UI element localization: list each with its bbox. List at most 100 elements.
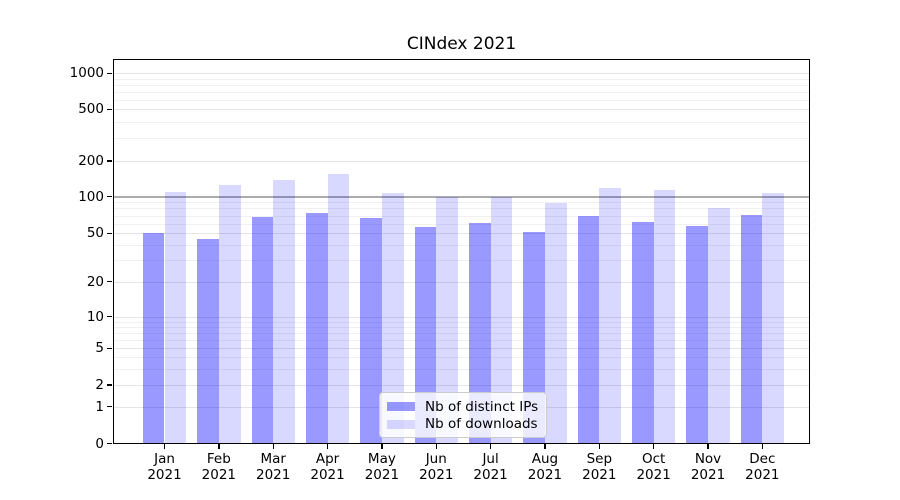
gridline-minor (113, 208, 810, 210)
bar-distinct-ips (468, 222, 491, 444)
legend-swatch-distinct-ips-icon (387, 402, 415, 412)
gridline-major (113, 316, 810, 318)
bar-distinct-ips (142, 233, 165, 444)
gridline-minor (113, 121, 810, 123)
gridline-major (113, 109, 810, 111)
x-tick-mark (381, 443, 383, 449)
gridline-reference-100 (113, 196, 810, 198)
gridline-minor (113, 332, 810, 334)
legend-label-distinct-ips: Nb of distinct IPs (425, 398, 539, 415)
x-tick-mark (652, 443, 655, 449)
plot-area (113, 59, 810, 444)
y-tick-mark (107, 108, 112, 110)
bar-distinct-ips (740, 214, 763, 444)
y-tick-mark (107, 160, 112, 162)
gridline-minor (113, 368, 810, 370)
bar-downloads (273, 180, 295, 444)
bar-downloads (544, 203, 567, 444)
x-tick-mark (326, 443, 329, 449)
gridline-minor (113, 321, 810, 323)
x-tick-label: Aug 2021 (527, 451, 563, 483)
y-tick-label: 1 (95, 398, 104, 415)
y-tick-label: 500 (78, 101, 104, 118)
bar-distinct-ips (414, 227, 437, 444)
bar-downloads (599, 188, 621, 444)
gridline-minor (113, 223, 810, 225)
gridline-major (113, 233, 810, 235)
y-tick-mark (107, 281, 112, 283)
gridline-minor (113, 91, 810, 93)
y-tick-label: 200 (78, 153, 104, 169)
bar-downloads (762, 193, 785, 444)
x-tick-label: Mar 2021 (256, 451, 291, 483)
x-tick-mark (544, 443, 546, 449)
x-tick-label: Feb 2021 (201, 451, 237, 483)
y-tick-mark (107, 406, 112, 408)
y-tick-mark (107, 316, 112, 318)
x-tick-label: Sep 2021 (582, 451, 617, 483)
x-tick-label: May 2021 (364, 451, 400, 483)
y-tick-mark (107, 442, 112, 445)
bar-distinct-ips (251, 217, 274, 444)
gridline-major (113, 161, 810, 162)
bar-distinct-ips (523, 232, 545, 444)
gridline-major (113, 348, 810, 350)
bar-downloads (164, 191, 187, 444)
bar-distinct-ips (305, 212, 328, 444)
y-tick-mark (107, 72, 112, 74)
gridline-minor (113, 326, 810, 328)
y-tick-mark (107, 232, 112, 234)
bar-downloads (436, 196, 458, 444)
x-tick-label: Jul 2021 (473, 451, 508, 483)
legend-item-downloads: Nb of downloads (387, 416, 538, 434)
x-tick-label: Jan 2021 (147, 451, 182, 483)
x-tick-mark (598, 443, 600, 449)
x-tick-mark (707, 443, 709, 449)
x-tick-mark (218, 443, 220, 449)
bar-downloads (327, 174, 350, 444)
y-tick-label: 0 (95, 435, 104, 452)
bar-distinct-ips (197, 238, 219, 444)
legend-swatch-downloads-icon (387, 419, 415, 429)
bar-distinct-ips (631, 221, 654, 444)
bar-distinct-ips (360, 217, 382, 444)
y-tick-mark (107, 347, 112, 349)
bar-downloads (653, 189, 676, 444)
y-tick-mark (107, 384, 112, 386)
gridline-major (113, 281, 810, 283)
gridline-minor (113, 99, 810, 101)
bar-downloads (218, 184, 241, 444)
y-tick-label: 10 (86, 308, 104, 325)
chart-title: CINdex 2021 (406, 34, 517, 54)
y-tick-label: 1000 (69, 65, 104, 82)
x-tick-mark (761, 443, 764, 449)
y-tick-label: 50 (86, 225, 104, 242)
legend-label-downloads: Nb of downloads (425, 416, 538, 433)
gridline-minor (113, 138, 810, 140)
x-tick-mark (489, 443, 492, 449)
gridline-major (113, 385, 810, 386)
y-tick-label: 2 (95, 377, 104, 393)
bar-downloads (490, 196, 513, 444)
y-tick-label: 5 (95, 340, 104, 357)
x-tick-mark (272, 443, 274, 449)
x-tick-label: Jun 2021 (419, 451, 454, 483)
legend-item-distinct-ips: Nb of distinct IPs (387, 398, 538, 416)
x-tick-label: Nov 2021 (690, 451, 726, 483)
gridline-major (113, 73, 810, 75)
gridline-minor (113, 215, 810, 217)
gridline-minor (113, 78, 810, 80)
bar-distinct-ips (577, 216, 600, 444)
bar-distinct-ips (686, 226, 708, 444)
gridline-minor (113, 202, 810, 204)
gridline-minor (113, 84, 810, 86)
gridline-minor (113, 357, 810, 359)
x-tick-label: Oct 2021 (636, 451, 671, 483)
x-tick-mark (163, 443, 166, 449)
legend: Nb of distinct IPs Nb of downloads (379, 392, 547, 438)
bar-downloads (381, 193, 404, 444)
gridline-minor (113, 245, 810, 247)
gridline-minor (113, 339, 810, 341)
x-tick-label: Dec 2021 (745, 451, 780, 483)
